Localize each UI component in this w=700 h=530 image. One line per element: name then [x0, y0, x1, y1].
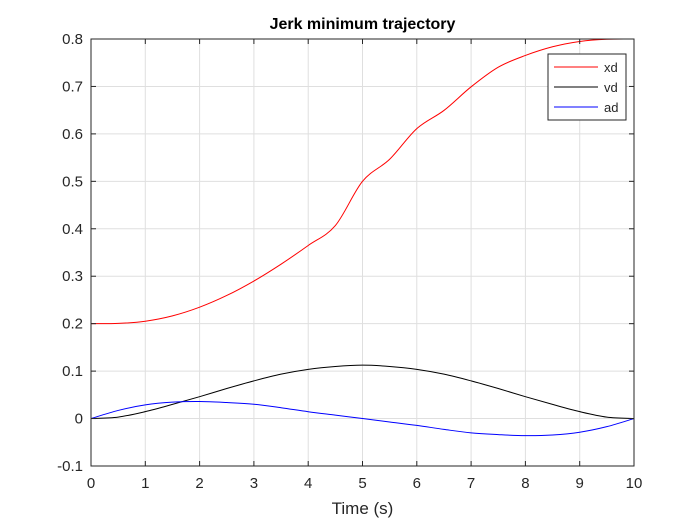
- y-tick-labels: -0.1 0 0.1 0.2 0.3 0.4 0.5 0.6 0.7 0.8: [57, 31, 83, 475]
- legend-items: xd vd ad: [554, 60, 618, 115]
- legend: xd vd ad: [547, 53, 627, 121]
- y-tick-label: 0.2: [62, 316, 83, 333]
- y-tick-label: 0.4: [62, 221, 83, 238]
- x-tick-label: 1: [141, 475, 149, 492]
- x-tick-label: 3: [250, 475, 258, 492]
- y-tick-label: 0.3: [62, 268, 83, 285]
- y-tick-label: 0.6: [62, 126, 83, 143]
- x-axis-label: Time (s): [332, 499, 394, 518]
- y-tick-label: 0: [75, 411, 83, 428]
- series-line-xd: [90, 38, 635, 325]
- y-tick-label: 0.8: [62, 31, 83, 48]
- y-tick-label: 0.1: [62, 363, 83, 380]
- ticks: [90, 38, 635, 467]
- x-tick-label: 10: [626, 475, 643, 492]
- x-tick-label: 5: [358, 475, 366, 492]
- x-tick-label: 2: [195, 475, 203, 492]
- x-tick-label: 0: [87, 475, 95, 492]
- x-tick-labels: 0 1 2 3 4 5 6 7 8 9 10: [87, 475, 643, 492]
- legend-label-ad: ad: [604, 100, 618, 115]
- y-tick-label: 0.7: [62, 78, 83, 95]
- series-line-ad: [90, 400, 635, 437]
- x-tick-label: 9: [576, 475, 584, 492]
- legend-label-xd: xd: [604, 60, 618, 75]
- y-tick-label: -0.1: [57, 458, 83, 475]
- x-tick-label: 6: [413, 475, 421, 492]
- series-lines: [90, 38, 635, 437]
- x-tick-label: 7: [467, 475, 475, 492]
- chart-title: Jerk minimum trajectory: [270, 16, 456, 33]
- y-tick-label: 0.5: [62, 173, 83, 190]
- legend-label-vd: vd: [604, 80, 618, 95]
- x-tick-label: 4: [304, 475, 312, 492]
- x-tick-label: 8: [521, 475, 529, 492]
